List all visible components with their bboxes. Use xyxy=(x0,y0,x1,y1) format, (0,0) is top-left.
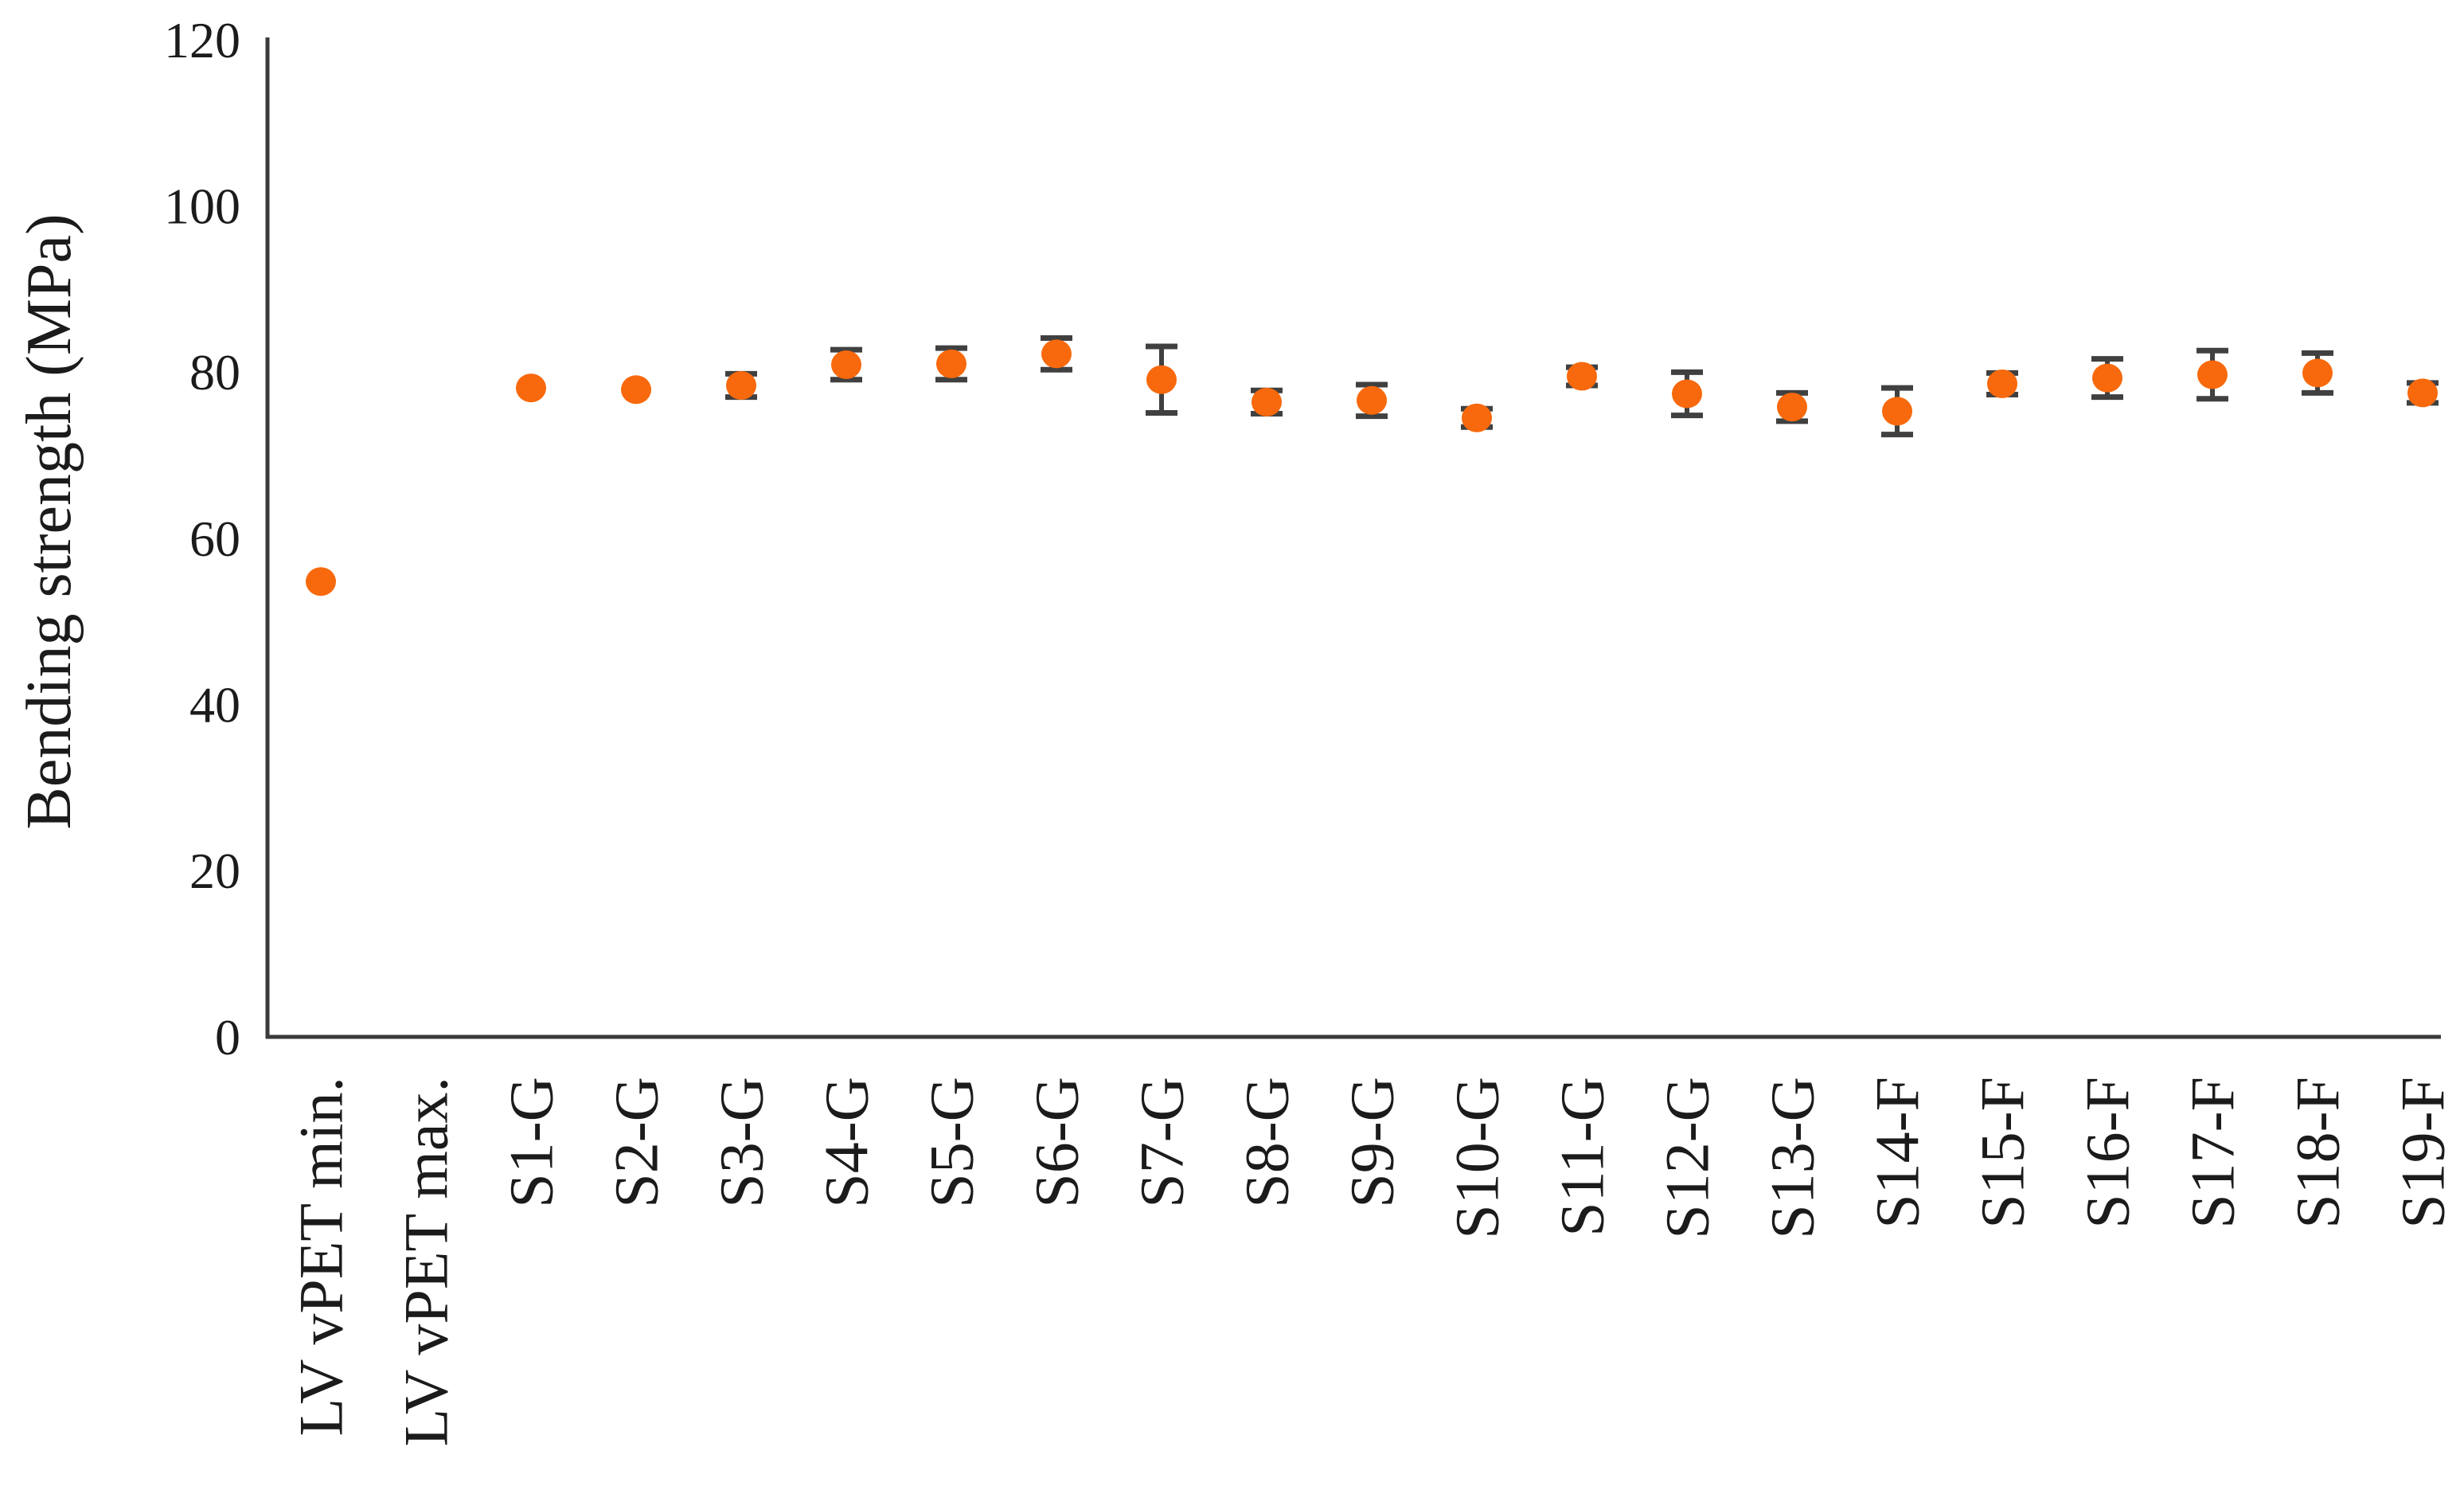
data-points xyxy=(306,339,2438,596)
data-point-s4-g xyxy=(831,350,861,379)
x-category-label: S13-G xyxy=(1758,1077,1827,1239)
x-category-label: S15-F xyxy=(1968,1077,2037,1229)
x-category-label: S2-G xyxy=(602,1077,671,1208)
data-point-s19-f xyxy=(2407,378,2438,408)
data-point-s3-g xyxy=(726,371,756,401)
y-tick-label: 120 xyxy=(164,12,240,68)
x-category-label: S6-G xyxy=(1022,1077,1091,1208)
data-point-s17-f xyxy=(2197,360,2228,389)
y-tick-labels: 0 20 40 60 80 100 120 xyxy=(164,12,240,1066)
x-category-label: S8-G xyxy=(1232,1077,1302,1208)
data-point-s9-g xyxy=(1357,385,1387,415)
data-point-s7-g xyxy=(1146,365,1177,394)
data-point-s12-g xyxy=(1672,379,1702,409)
data-point-s1-g xyxy=(516,373,546,403)
data-point-s16-f xyxy=(2092,363,2122,393)
x-category-label: S11-G xyxy=(1548,1077,1617,1237)
x-category-label: S5-G xyxy=(917,1077,986,1208)
data-point-s15-f xyxy=(1987,369,2017,398)
y-tick-label: 0 xyxy=(215,1009,240,1066)
data-point-s5-g xyxy=(936,349,966,378)
data-point-s8-g xyxy=(1252,387,1282,416)
x-category-label: LV vPET max. xyxy=(392,1077,461,1446)
x-category-labels: LV vPET min. LV vPET max. S1-G S2-G S3-G S4-G… xyxy=(287,1077,2458,1446)
y-tick-label: 100 xyxy=(164,178,240,234)
x-category-label: S17-F xyxy=(2178,1077,2247,1229)
x-category-label: S16-F xyxy=(2073,1077,2142,1229)
x-category-label: S12-G xyxy=(1653,1077,1722,1239)
x-category-label: S4-G xyxy=(812,1077,881,1208)
y-tick-label: 80 xyxy=(189,344,240,401)
plot-area: Bending strength (MPa) 0 20 40 60 80 100 120 L… xyxy=(14,12,2458,1447)
x-category-label: LV vPET min. xyxy=(287,1077,356,1437)
data-point-s13-g xyxy=(1777,393,1807,422)
data-point-s11-g xyxy=(1567,362,1597,391)
data-point-s6-g xyxy=(1041,339,1072,369)
data-point-s2-g xyxy=(621,375,651,405)
x-category-label: S7-G xyxy=(1127,1077,1197,1208)
y-axis-title: Bending strength (MPa) xyxy=(14,213,84,829)
y-tick-label: 40 xyxy=(189,676,240,733)
data-point-s10-g xyxy=(1462,403,1492,432)
x-category-label: S10-G xyxy=(1443,1077,1512,1239)
y-tick-label: 60 xyxy=(189,510,240,567)
y-tick-label: 20 xyxy=(189,843,240,899)
x-category-label: S3-G xyxy=(707,1077,776,1208)
x-category-label: S9-G xyxy=(1337,1077,1407,1208)
x-category-label: S18-F xyxy=(2283,1077,2353,1229)
data-point-s18-f xyxy=(2302,358,2333,388)
x-category-label: S19-F xyxy=(2388,1077,2458,1229)
data-point-lv-vpet-min xyxy=(306,567,336,596)
x-category-label: S1-G xyxy=(497,1077,566,1208)
x-category-label: S14-F xyxy=(1863,1077,1932,1229)
data-point-s14-f xyxy=(1882,397,1912,426)
